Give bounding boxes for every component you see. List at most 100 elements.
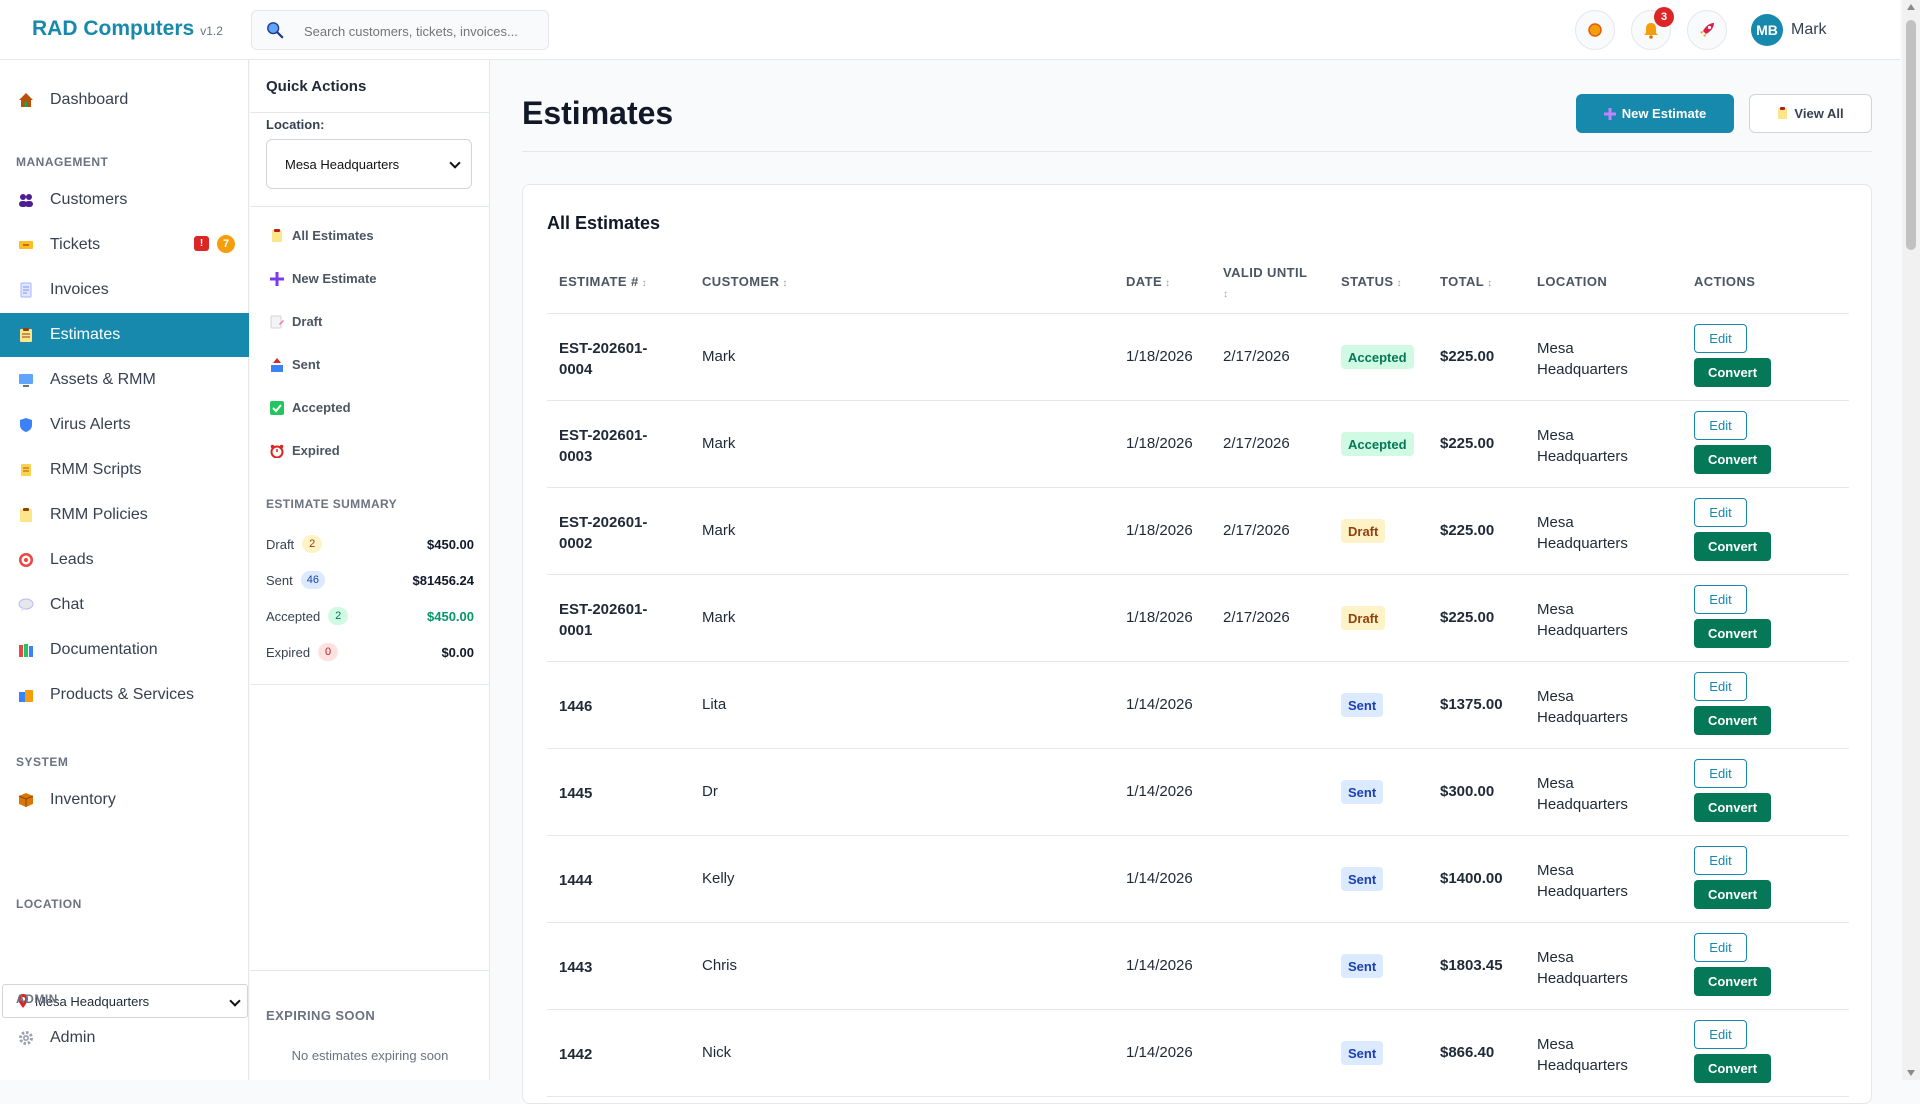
sidebar-item-products-services[interactable]: Products & Services xyxy=(0,673,249,717)
shopping-icon xyxy=(18,687,34,703)
cell-customer[interactable]: Mark xyxy=(702,348,736,365)
search-box[interactable] xyxy=(251,10,549,50)
quick-link-expired[interactable]: Expired xyxy=(270,443,340,458)
notifications-button[interactable]: 3 xyxy=(1631,7,1674,50)
convert-button[interactable]: Convert xyxy=(1694,1054,1771,1083)
sidebar-item-customers[interactable]: Customers xyxy=(0,178,249,222)
cell-customer[interactable]: Mark xyxy=(702,522,736,539)
convert-button[interactable]: Convert xyxy=(1694,445,1771,474)
table-row[interactable]: EST-202601-0001 Mark 1/18/2026 2/17/2026 Dra… xyxy=(547,575,1849,662)
convert-button[interactable]: Convert xyxy=(1694,706,1771,735)
brand-name: RAD Computers xyxy=(32,17,195,40)
scrollbar-thumb[interactable] xyxy=(1906,20,1916,250)
sidebar-item-admin[interactable]: Admin xyxy=(0,1016,249,1060)
brand-logo[interactable]: RAD Computers v1.2 xyxy=(32,17,223,41)
cell-customer[interactable]: Kelly xyxy=(702,870,735,887)
cell-customer[interactable]: Nick xyxy=(702,1044,732,1061)
column-header-valid-until[interactable]: VALID UNTIL ↕ xyxy=(1223,265,1308,300)
cell-customer[interactable]: Lita xyxy=(702,696,727,713)
quick-link-sent[interactable]: Sent xyxy=(270,357,320,372)
summary-amount: $450.00 xyxy=(427,536,474,552)
cell-estimate-number[interactable]: EST-202601-0003 xyxy=(559,427,648,465)
table-row[interactable]: EST-202601-0004 Mark 1/18/2026 2/17/2026 Acc… xyxy=(547,314,1849,401)
cell-estimate-number[interactable]: EST-202601-0004 xyxy=(559,340,648,378)
sidebar-item-rmm-scripts[interactable]: RMM Scripts xyxy=(0,448,249,492)
convert-button[interactable]: Convert xyxy=(1694,967,1771,996)
edit-button[interactable]: Edit xyxy=(1694,411,1747,440)
cell-customer[interactable]: Mark xyxy=(702,609,736,626)
location-select-value: Mesa Headquarters xyxy=(35,993,150,1009)
sort-icon: ↕ xyxy=(1223,289,1229,300)
cell-customer[interactable]: Chris xyxy=(702,957,738,974)
cell-estimate-number[interactable]: 1442 xyxy=(559,1046,593,1063)
quick-link-draft[interactable]: Draft xyxy=(270,314,322,329)
cell-customer[interactable]: Mark xyxy=(702,435,736,452)
sidebar-item-virus-alerts[interactable]: Virus Alerts xyxy=(0,403,249,447)
convert-button[interactable]: Convert xyxy=(1694,619,1771,648)
column-header-estimate[interactable]: ESTIMATE # ↕ xyxy=(559,274,648,289)
quick-link-all-estimates[interactable]: All Estimates xyxy=(270,228,374,243)
users-icon xyxy=(18,192,34,208)
column-header-date[interactable]: DATE ↕ xyxy=(1126,274,1171,289)
cell-estimate-number[interactable]: EST-202601-0002 xyxy=(559,514,648,552)
quick-link-label: Expired xyxy=(292,443,340,458)
column-header-status[interactable]: STATUS ↕ xyxy=(1341,274,1402,289)
sidebar-item-label: RMM Policies xyxy=(50,506,148,523)
cell-customer[interactable]: Dr xyxy=(702,783,718,800)
cell-estimate-number[interactable]: 1445 xyxy=(559,785,593,802)
convert-button[interactable]: Convert xyxy=(1694,532,1771,561)
cell-estimate-number[interactable]: 1443 xyxy=(559,959,593,976)
edit-button[interactable]: Edit xyxy=(1694,846,1747,875)
sidebar-item-inventory[interactable]: Inventory xyxy=(0,778,249,822)
table-row[interactable]: EST-202601-0003 Mark 1/18/2026 2/17/2026 Acc… xyxy=(547,401,1849,488)
sidebar-item-documentation[interactable]: Documentation xyxy=(0,628,249,672)
cell-estimate-number[interactable]: EST-202601-0001 xyxy=(559,601,648,639)
table-row[interactable]: 1442 Nick 1/14/2026 Sent $866.40 Mesa Headqua… xyxy=(547,1010,1849,1097)
quick-link-new-estimate[interactable]: New Estimate xyxy=(270,271,377,286)
cell-location: Mesa Headquarters xyxy=(1537,1036,1628,1074)
cell-estimate-number[interactable]: 1444 xyxy=(559,872,593,889)
avatar[interactable]: MB xyxy=(1751,14,1783,46)
search-input[interactable] xyxy=(304,20,540,42)
sidebar-item-tickets[interactable]: Tickets ! 7 xyxy=(0,223,249,267)
convert-button[interactable]: Convert xyxy=(1694,358,1771,387)
sidebar-item-rmm-policies[interactable]: RMM Policies xyxy=(0,493,249,537)
convert-button[interactable]: Convert xyxy=(1694,793,1771,822)
edit-button[interactable]: Edit xyxy=(1694,1020,1747,1049)
edit-button[interactable]: Edit xyxy=(1694,759,1747,788)
location-dropdown[interactable]: Mesa Headquarters xyxy=(266,139,472,189)
cell-estimate-number[interactable]: 1446 xyxy=(559,698,593,715)
location-select[interactable]: Mesa Headquarters xyxy=(2,984,248,1018)
edit-button[interactable]: Edit xyxy=(1694,933,1747,962)
chevron-down-icon xyxy=(229,995,241,1007)
column-header-total[interactable]: TOTAL ↕ xyxy=(1440,274,1493,289)
user-name[interactable]: Mark xyxy=(1791,21,1827,38)
quick-link-accepted[interactable]: Accepted xyxy=(270,400,351,415)
table-row[interactable]: 1445 Dr 1/14/2026 Sent $300.00 Mesa Headquart… xyxy=(547,749,1849,836)
scroll-up-arrow-icon[interactable] xyxy=(1907,4,1915,10)
sidebar-item-leads[interactable]: Leads xyxy=(0,538,249,582)
sidebar-item-estimates[interactable]: Estimates xyxy=(0,313,249,357)
sidebar-item-invoices[interactable]: Invoices xyxy=(0,268,249,312)
column-header-actions: ACTIONS xyxy=(1694,274,1756,289)
quick-launch-button[interactable] xyxy=(1687,10,1727,50)
scroll-down-arrow-icon[interactable] xyxy=(1907,1070,1915,1076)
sidebar-item-assets-rmm[interactable]: Assets & RMM xyxy=(0,358,249,402)
theme-toggle-button[interactable] xyxy=(1575,10,1615,50)
sidebar-item-dashboard[interactable]: Dashboard xyxy=(0,78,249,122)
edit-button[interactable]: Edit xyxy=(1694,585,1747,614)
table-row[interactable]: 1443 Chris 1/14/2026 Sent $1803.45 Mesa Headq… xyxy=(547,923,1849,1010)
edit-button[interactable]: Edit xyxy=(1694,672,1747,701)
sidebar-item-chat[interactable]: Chat xyxy=(0,583,249,627)
page-scrollbar[interactable] xyxy=(1902,0,1920,1080)
convert-button[interactable]: Convert xyxy=(1694,880,1771,909)
column-header-customer[interactable]: CUSTOMER ↕ xyxy=(702,274,788,289)
table-row[interactable]: 1444 Kelly 1/14/2026 Sent $1400.00 Mesa Headq… xyxy=(547,836,1849,923)
cell-location: Mesa Headquarters xyxy=(1537,427,1628,465)
edit-button[interactable]: Edit xyxy=(1694,498,1747,527)
view-all-button[interactable]: View All xyxy=(1749,94,1872,133)
new-estimate-button[interactable]: New Estimate xyxy=(1576,94,1734,133)
table-row[interactable]: 1446 Lita 1/14/2026 Sent $1375.00 Mesa Headqu… xyxy=(547,662,1849,749)
edit-button[interactable]: Edit xyxy=(1694,324,1747,353)
table-row[interactable]: EST-202601-0002 Mark 1/18/2026 2/17/2026 Dra… xyxy=(547,488,1849,575)
